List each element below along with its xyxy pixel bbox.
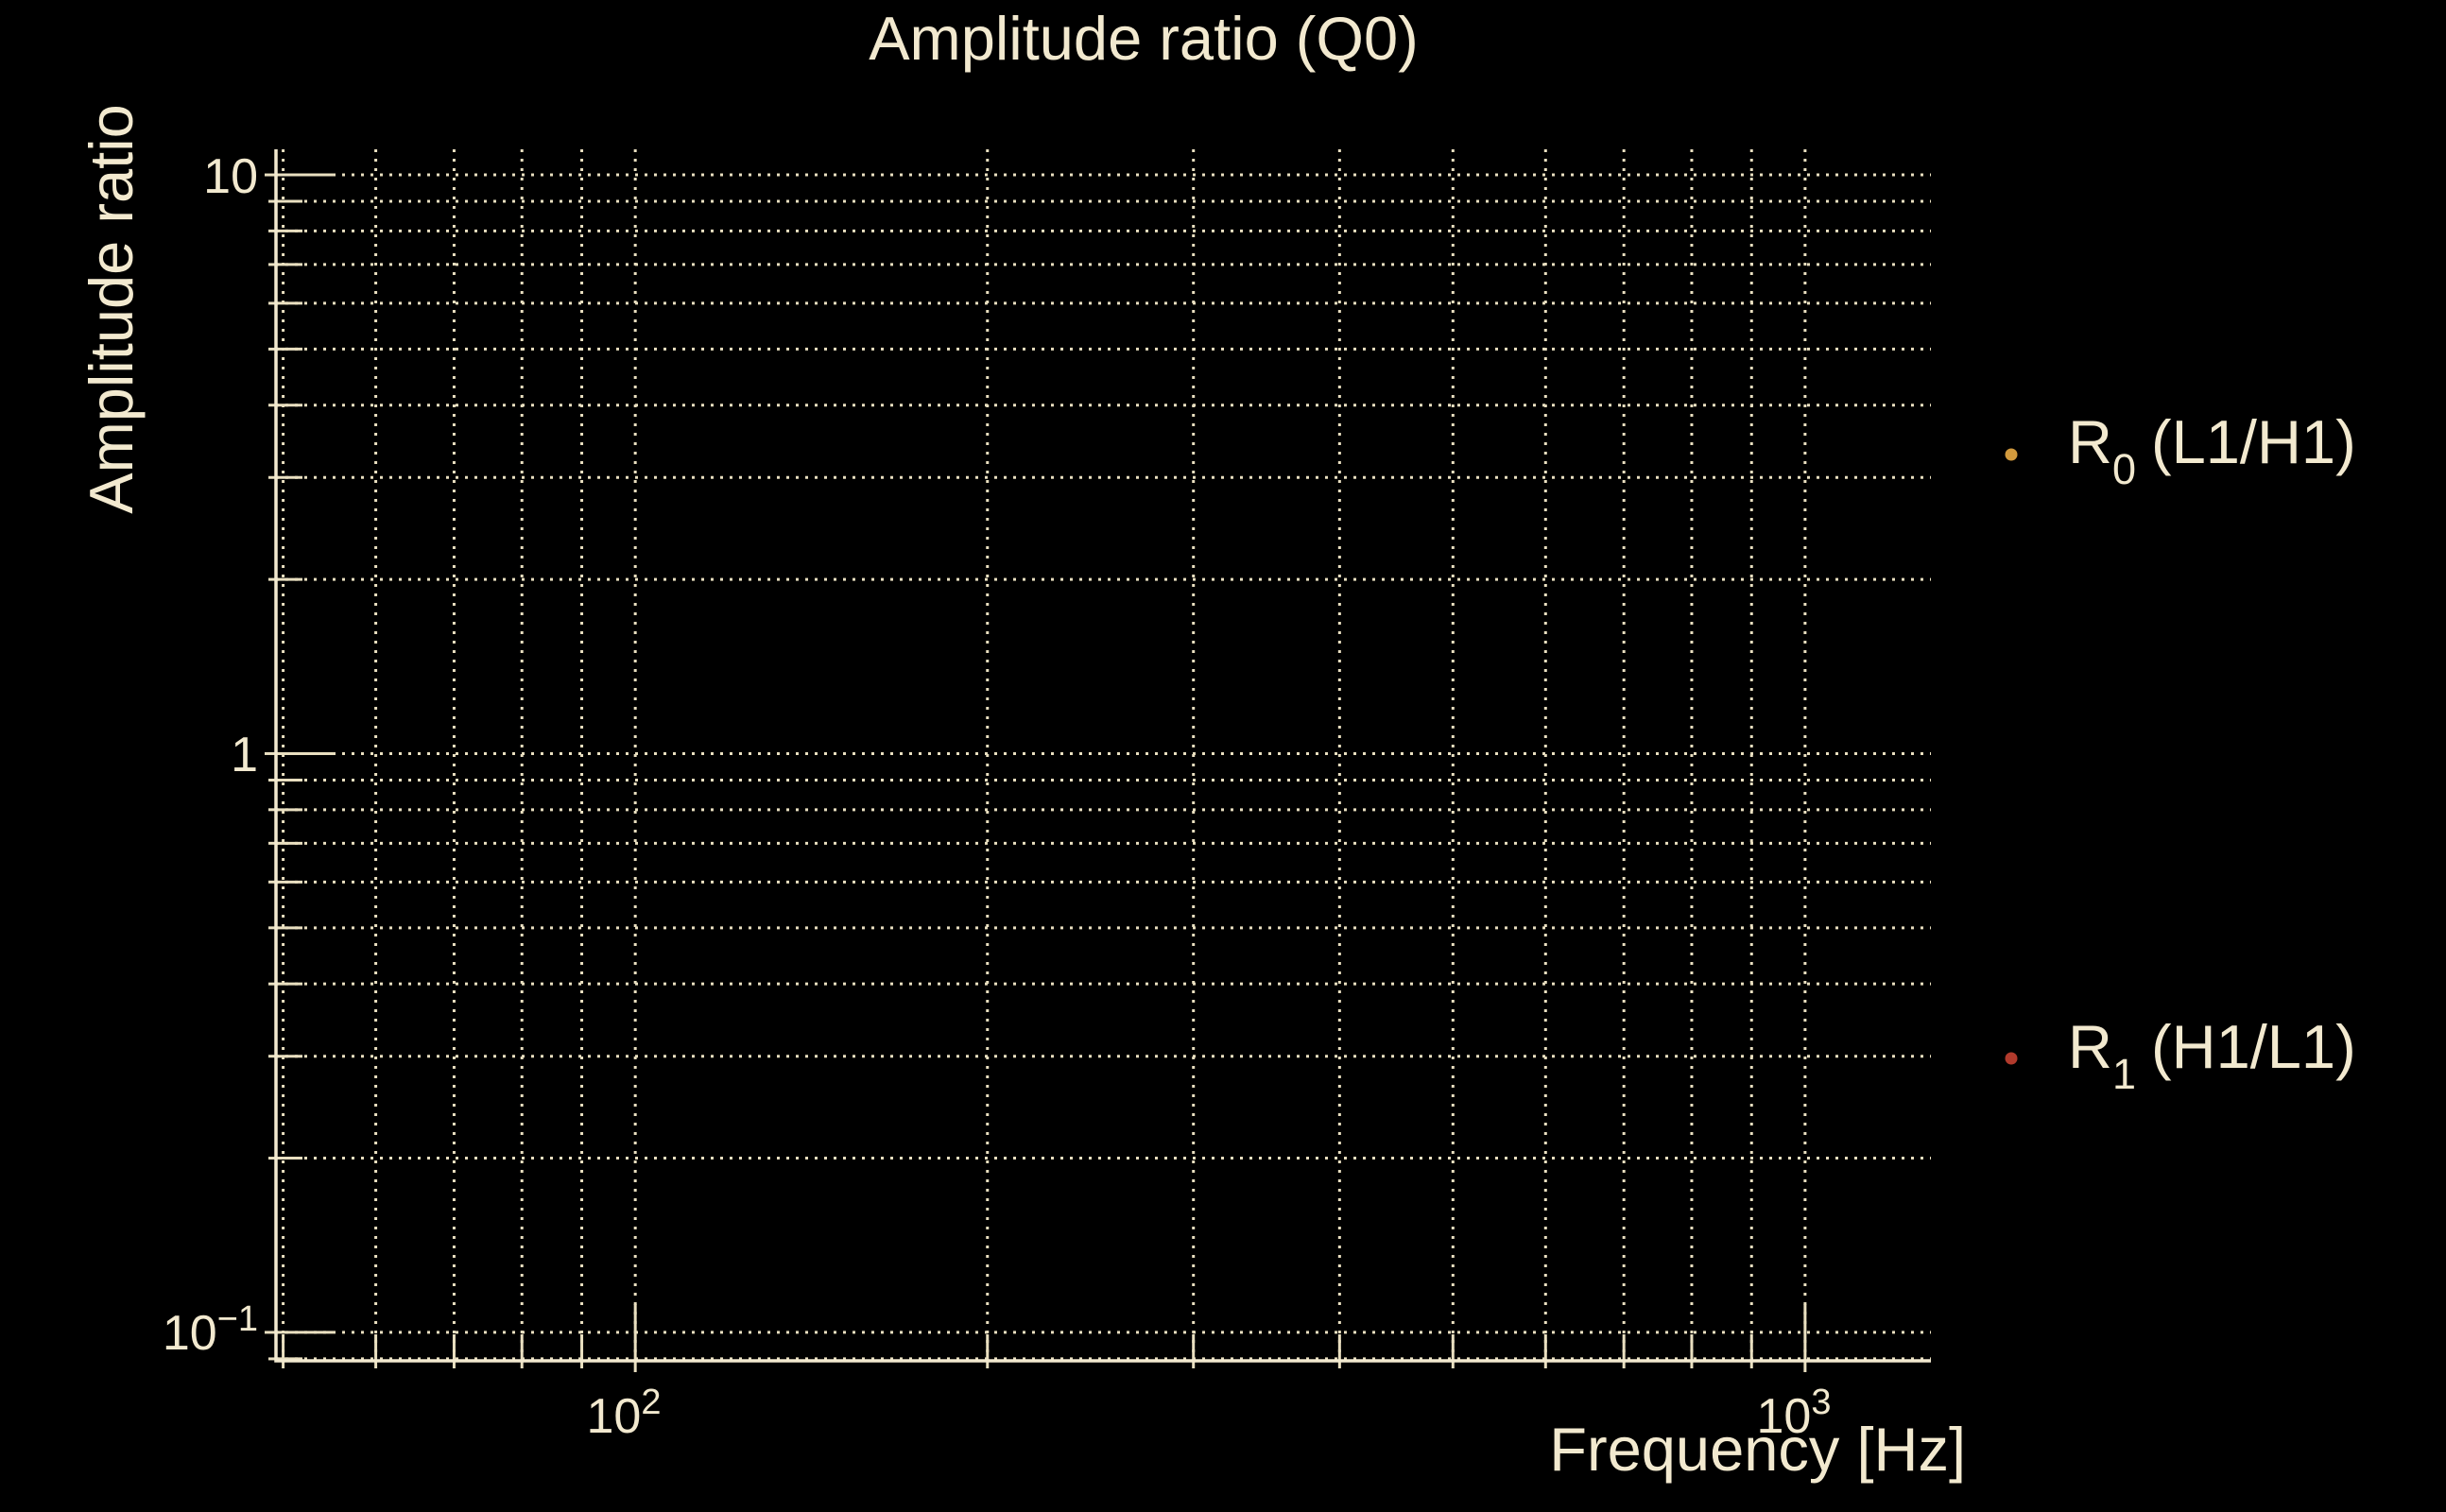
- y-tick-label-0p1: 10−1: [163, 1299, 258, 1361]
- x-axis-label: Frequency [Hz]: [1549, 1415, 1966, 1484]
- legend: R0 (L1/H1) R1 (H1/L1): [2005, 407, 2356, 1098]
- legend-label-r1: R1 (H1/L1): [2068, 1012, 2356, 1098]
- y-tick-label-10: 10: [203, 149, 258, 204]
- chart-title: Amplitude ratio (Q0): [869, 4, 1419, 73]
- y-axis-label: Amplitude ratio: [77, 104, 146, 514]
- axis-spines: [274, 149, 1931, 1363]
- legend-marker-r0-icon: [2005, 448, 2018, 461]
- y-tick-label-1: 1: [231, 728, 258, 782]
- x-tick-label-1000: 103: [1757, 1383, 1832, 1444]
- legend-label-r0: R0 (L1/H1): [2068, 407, 2356, 493]
- legend-marker-r1-icon: [2005, 1052, 2018, 1065]
- x-tick-label-100: 102: [587, 1383, 662, 1444]
- grid: [265, 149, 1931, 1372]
